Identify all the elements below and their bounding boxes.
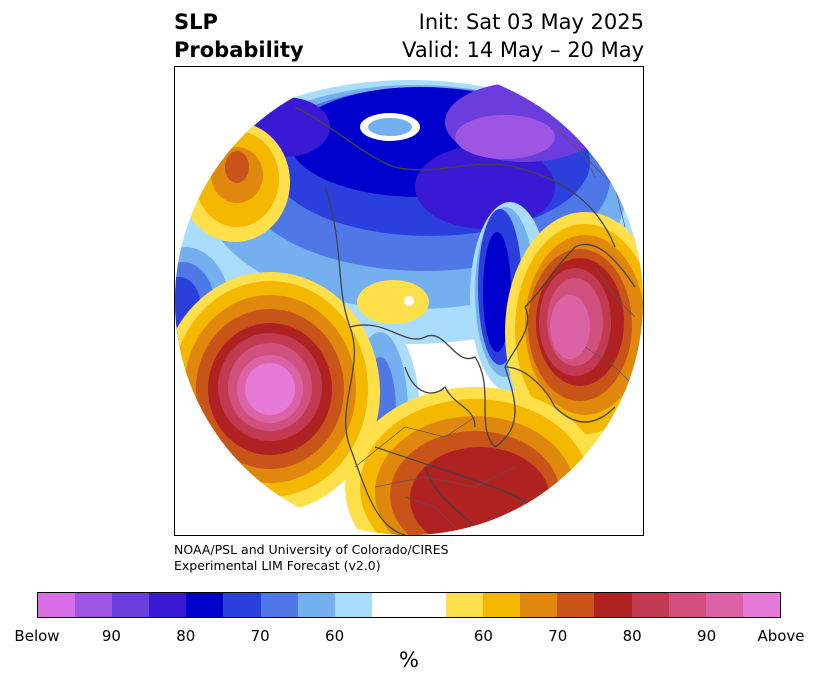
colorbar-tick-label: 70 bbox=[250, 627, 270, 645]
colorbar-segment bbox=[742, 593, 780, 617]
colorbar-tick-label: 60 bbox=[325, 627, 345, 645]
contour-layer bbox=[175, 67, 643, 535]
above-normal-central bbox=[357, 280, 429, 324]
colorbar-segment bbox=[705, 593, 743, 617]
colorbar-tick-label: Above bbox=[757, 627, 805, 645]
forecast-dates: Init: Sat 03 May 2025 Valid: 14 May – 20… bbox=[402, 8, 644, 64]
colorbar-segment bbox=[408, 593, 447, 617]
init-date: Init: Sat 03 May 2025 bbox=[418, 10, 644, 34]
colorbar-segment bbox=[668, 593, 706, 617]
colorbar-tick-label: 70 bbox=[548, 627, 568, 645]
colorbar-tick-label: 90 bbox=[697, 627, 717, 645]
country-borders bbox=[354, 126, 636, 528]
colorbar-tick-label: 80 bbox=[622, 627, 642, 645]
colorbar-segment bbox=[223, 593, 261, 617]
coastlines bbox=[294, 106, 636, 535]
credit-text: NOAA/PSL and University of Colorado/CIRE… bbox=[174, 542, 449, 574]
colorbar-segment bbox=[334, 593, 372, 617]
colorbar-segment bbox=[186, 593, 224, 617]
colorbar-segment bbox=[631, 593, 669, 617]
colorbar-segment bbox=[112, 593, 150, 617]
colorbar-segment bbox=[260, 593, 298, 617]
title-probability: Probability bbox=[174, 38, 304, 62]
credit-line-2: Experimental LIM Forecast (v2.0) bbox=[174, 558, 381, 573]
polar-map-svg bbox=[175, 67, 643, 535]
colorbar-segment bbox=[149, 593, 187, 617]
colorbar-segment bbox=[520, 593, 558, 617]
colorbar-segment bbox=[483, 593, 521, 617]
colorbar-segment bbox=[75, 593, 113, 617]
colorbar-tick-label: 80 bbox=[176, 627, 196, 645]
colorbar-segment bbox=[557, 593, 595, 617]
colorbar-tick-label: 90 bbox=[101, 627, 121, 645]
credit-line-1: NOAA/PSL and University of Colorado/CIRE… bbox=[174, 542, 449, 557]
valid-range: Valid: 14 May – 20 May bbox=[402, 38, 644, 62]
colorbar-segment bbox=[297, 593, 335, 617]
probability-colorbar bbox=[37, 592, 781, 618]
title-slp: SLP bbox=[174, 10, 218, 34]
colorbar-unit-label: % bbox=[399, 648, 419, 672]
colorbar-tick-label: 60 bbox=[473, 627, 493, 645]
map-title: SLP Probability bbox=[174, 8, 304, 64]
colorbar-tick-label: Below bbox=[14, 627, 60, 645]
probability-map bbox=[174, 66, 644, 536]
colorbar-segment bbox=[38, 593, 76, 617]
above-normal-northwest bbox=[180, 122, 290, 242]
colorbar-segment bbox=[446, 593, 484, 617]
colorbar-segment bbox=[371, 593, 409, 617]
colorbar-segment bbox=[594, 593, 632, 617]
